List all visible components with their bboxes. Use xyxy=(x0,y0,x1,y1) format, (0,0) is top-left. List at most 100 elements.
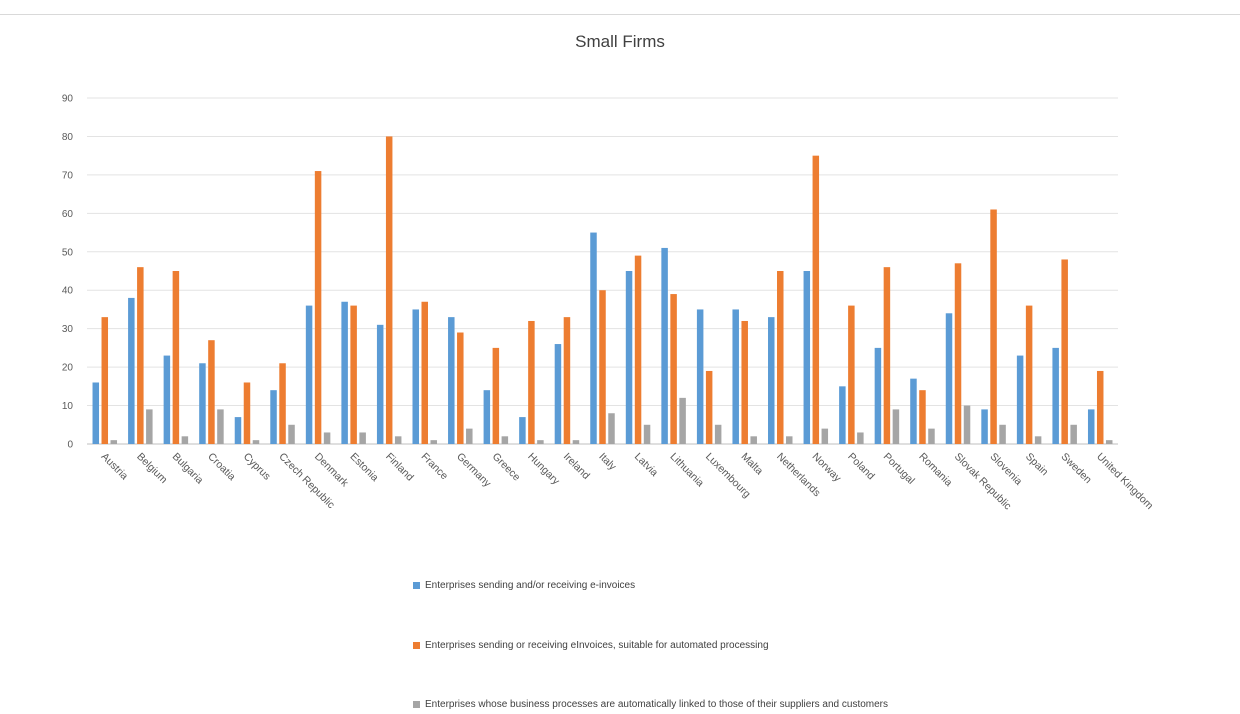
bar-linked xyxy=(394,436,402,444)
bar-einvoices xyxy=(412,309,419,444)
bar-automated xyxy=(528,320,535,444)
bar-automated xyxy=(137,267,144,444)
bar-einvoices xyxy=(270,390,277,444)
x-tick-label: Portugal xyxy=(881,451,917,487)
legend-item-linked-processes: Enterprises whose business processes are… xyxy=(413,699,888,710)
bar-einvoices xyxy=(696,309,704,444)
bar-linked xyxy=(750,436,757,444)
bar-linked xyxy=(786,436,793,444)
bar-einvoices xyxy=(1052,347,1059,444)
x-tick-label: Italy xyxy=(596,451,619,474)
bar-einvoices xyxy=(590,232,597,444)
bar-einvoices xyxy=(874,347,882,444)
x-tick-label: Sweden xyxy=(1059,451,1094,486)
bar-automated xyxy=(1061,259,1068,444)
x-tick-label: Greece xyxy=(490,451,523,484)
bar-automated xyxy=(670,294,677,444)
bar-linked xyxy=(501,436,509,444)
bar-linked xyxy=(857,432,864,444)
bar-automated xyxy=(741,320,748,444)
x-tick-label: Croatia xyxy=(205,451,238,484)
bar-einvoices xyxy=(519,417,526,444)
bar-linked xyxy=(821,428,829,444)
bar-automated xyxy=(990,209,997,444)
bar-linked xyxy=(608,413,615,444)
bar-automated xyxy=(812,155,820,444)
bar-automated xyxy=(279,363,286,444)
bar-automated xyxy=(563,317,571,444)
x-tick-label: United Kingdom xyxy=(1094,451,1155,512)
x-tick-label: Spain xyxy=(1023,451,1051,479)
bar-automated xyxy=(101,317,109,444)
legend-label: Enterprises sending or receiving eInvoic… xyxy=(425,640,769,651)
legend-label: Enterprises whose business processes are… xyxy=(425,699,889,710)
x-tick-label: Estonia xyxy=(348,451,381,484)
x-tick-label: Austria xyxy=(99,451,131,483)
y-tick-label: 10 xyxy=(62,401,74,412)
y-tick-label: 60 xyxy=(62,209,74,220)
bar-linked xyxy=(999,424,1006,444)
bar-linked xyxy=(928,428,935,444)
bar-einvoices xyxy=(483,390,491,444)
top-divider xyxy=(0,14,1240,15)
bar-automated xyxy=(777,271,784,444)
bar-einvoices xyxy=(803,271,811,444)
bar-automated xyxy=(919,390,926,444)
bar-einvoices xyxy=(163,355,171,444)
bar-automated xyxy=(350,305,357,444)
x-tick-label: Hungary xyxy=(525,451,562,488)
bar-einvoices xyxy=(234,417,242,444)
bar-linked xyxy=(466,428,473,444)
bar-einvoices xyxy=(305,305,313,444)
bar-einvoices xyxy=(839,386,846,444)
bar-linked xyxy=(1070,424,1077,444)
bar-einvoices xyxy=(981,409,988,444)
bar-einvoices xyxy=(1016,355,1024,444)
bar-linked xyxy=(1105,440,1113,444)
y-tick-label: 40 xyxy=(62,286,74,297)
bar-einvoices xyxy=(554,344,562,444)
bar-einvoices xyxy=(732,309,739,444)
bar-linked xyxy=(714,424,722,444)
chart-title: Small Firms xyxy=(575,32,665,51)
bar-linked xyxy=(643,424,651,444)
bar-automated xyxy=(421,301,428,444)
legend-swatch-blue xyxy=(413,582,420,589)
bar-linked xyxy=(572,440,580,444)
x-tick-label: Lithuania xyxy=(667,451,706,490)
x-tick-label: Belgium xyxy=(134,451,169,486)
bar-automated xyxy=(848,305,855,444)
bar-linked xyxy=(323,432,331,444)
bar-automated xyxy=(314,171,322,445)
bar-chart: 0 10 20 30 40 50 60 70 80 90 Austria Belgium Bulgari… xyxy=(62,94,1156,513)
bar-linked xyxy=(359,432,366,444)
bar-linked xyxy=(110,440,118,444)
bar-automated xyxy=(1025,305,1033,444)
x-tick-label: Germany xyxy=(454,451,494,491)
bar-automated xyxy=(1096,370,1104,444)
x-tick-label: Norway xyxy=(810,451,844,485)
bar-einvoices xyxy=(448,317,455,444)
y-tick-label: 90 xyxy=(62,94,74,105)
bar-automated xyxy=(599,290,606,444)
x-tick-label: Bulgaria xyxy=(170,451,206,487)
x-tick-label: Latvia xyxy=(632,451,660,479)
bar-automated xyxy=(457,332,464,444)
bar-einvoices xyxy=(128,297,135,444)
legend-item-einvoices: Enterprises sending and/or receiving e-i… xyxy=(413,580,635,591)
legend-label: Enterprises sending and/or receiving e-i… xyxy=(425,580,636,591)
legend-swatch-orange xyxy=(413,642,420,649)
bar-automated xyxy=(243,382,251,444)
bar-linked xyxy=(288,424,295,444)
bar-linked xyxy=(679,397,686,444)
x-tick-label: Romania xyxy=(916,451,954,489)
bar-einvoices xyxy=(625,271,633,444)
bar-linked xyxy=(181,436,189,444)
x-tick-label: Cyprus xyxy=(241,451,273,483)
x-tick-label: France xyxy=(419,451,451,483)
bar-automated xyxy=(705,370,713,444)
bar-einvoices xyxy=(945,313,953,444)
y-tick-label: 70 xyxy=(62,170,74,181)
bar-einvoices xyxy=(376,324,384,444)
x-tick-label: Poland xyxy=(845,451,877,483)
